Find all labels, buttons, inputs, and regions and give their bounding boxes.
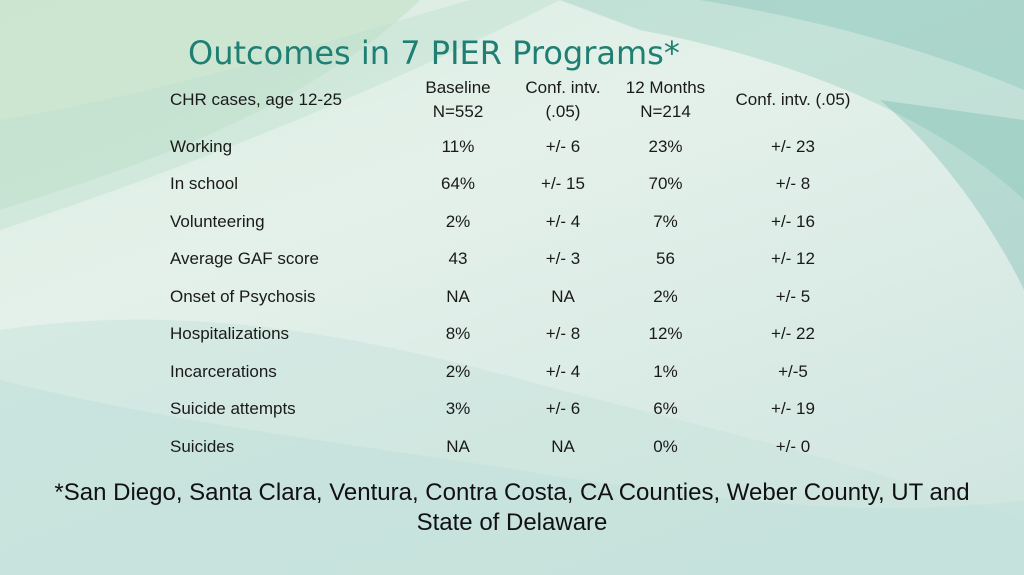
month12-value: 6% [653, 399, 678, 419]
baseline-value: 64% [440, 174, 476, 194]
header-conf1-line-1: Conf. intv. [525, 78, 601, 97]
conf-intv-baseline: +/- 8 [545, 324, 581, 344]
table-row: In school 64% +/- 15 70% +/- 8 [162, 166, 868, 204]
footnote-line-2: State of Delaware [416, 509, 608, 536]
row-label: Incarcerations [170, 361, 277, 381]
conf-intv-12m: +/-5 [778, 361, 808, 381]
conf-intv-baseline: +/- 4 [545, 361, 581, 381]
table-row: Volunteering 2% +/- 4 7% +/- 16 [162, 203, 868, 241]
baseline-value: 8% [445, 324, 471, 344]
conf-intv-12m: +/- 22 [771, 324, 815, 344]
baseline-value: NA [446, 436, 470, 456]
footnote-line-1: *San Diego, Santa Clara, Ventura, Contra… [54, 479, 970, 506]
row-label: Average GAF score [170, 249, 319, 269]
header-12-months: 12 Months N=214 [613, 72, 718, 128]
month12-value: 56 [656, 249, 675, 269]
slide-title: Outcomes in 7 PIER Programs* [188, 34, 680, 72]
month12-value: 70% [648, 174, 683, 194]
conf-intv-baseline: NA [551, 436, 575, 456]
baseline-value: 11% [441, 136, 475, 156]
row-label: Suicide attempts [170, 399, 296, 419]
conf-intv-baseline: +/- 6 [545, 399, 581, 419]
conf-intv-12m: +/- 0 [775, 436, 811, 456]
month12-value: 0% [653, 436, 678, 456]
conf-intv-12m: +/- 5 [775, 286, 811, 306]
row-label: In school [170, 174, 239, 194]
month12-value: 1% [653, 361, 678, 381]
conf-intv-12m: +/- 8 [775, 174, 811, 194]
baseline-value: 43 [448, 249, 468, 269]
header-conf1-line-2: (.05) [545, 102, 581, 121]
conf-intv-baseline: +/- 6 [545, 136, 581, 156]
row-label: Suicides [170, 436, 235, 456]
table-row: Suicides NA NA 0% +/- 0 [162, 428, 868, 466]
table-row: Average GAF score 43 +/- 3 56 +/- 12 [162, 241, 868, 279]
table-row: Suicide attempts 3% +/- 6 6% +/- 19 [162, 391, 868, 429]
table-row: Working 11% +/- 6 23% +/- 23 [162, 128, 868, 166]
month12-value: 23% [648, 136, 683, 156]
row-label: Hospitalizations [170, 324, 290, 344]
header-conf-intv-12m: Conf. intv. (.05) [735, 90, 851, 109]
header-conf-intv-baseline: Conf. intv. (.05) [513, 72, 613, 128]
row-label: Onset of Psychosis [170, 286, 316, 306]
header-baseline: Baseline N=552 [403, 72, 513, 128]
conf-intv-baseline: +/- 3 [545, 249, 581, 269]
outcomes-table: CHR cases, age 12-25 Baseline N=552 Conf… [162, 72, 868, 466]
conf-intv-baseline: NA [551, 286, 575, 306]
table-header-row: CHR cases, age 12-25 Baseline N=552 Conf… [162, 72, 868, 128]
conf-intv-12m: +/- 19 [771, 399, 815, 419]
table-row: Hospitalizations 8% +/- 8 12% +/- 22 [162, 316, 868, 354]
conf-intv-baseline: +/- 4 [545, 211, 581, 231]
header-cohort: CHR cases, age 12-25 [170, 90, 342, 109]
row-label: Working [170, 136, 233, 156]
header-12m-line-2: N=214 [640, 102, 691, 121]
baseline-value: 2% [445, 211, 471, 231]
baseline-value: 2% [445, 361, 471, 381]
conf-intv-12m: +/- 12 [771, 249, 815, 269]
month12-value: 7% [653, 211, 678, 231]
table-row: Incarcerations 2% +/- 4 1% +/-5 [162, 353, 868, 391]
row-label: Volunteering [170, 211, 265, 231]
header-baseline-line-2: N=552 [432, 102, 484, 121]
header-baseline-line-1: Baseline [425, 78, 491, 97]
month12-value: 12% [648, 324, 683, 344]
table-row: Onset of Psychosis NA NA 2% +/- 5 [162, 278, 868, 316]
header-12m-line-1: 12 Months [625, 78, 706, 97]
conf-intv-baseline: +/- 15 [541, 174, 585, 194]
month12-value: 2% [653, 286, 678, 306]
baseline-value: 3% [445, 399, 471, 419]
conf-intv-12m: +/- 23 [771, 136, 815, 156]
conf-intv-12m: +/- 16 [771, 211, 815, 231]
baseline-value: NA [446, 286, 470, 306]
footnote: *San Diego, Santa Clara, Ventura, Contra… [0, 478, 1024, 538]
